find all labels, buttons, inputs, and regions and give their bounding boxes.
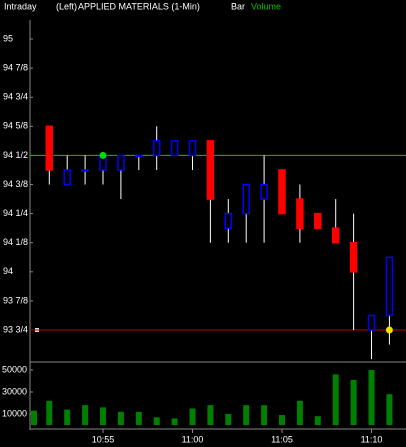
volume-bar — [350, 379, 357, 425]
y-tick-label: 94 1/8 — [3, 237, 28, 247]
volume-bar — [189, 408, 196, 425]
volume-tick-label: 50000 — [2, 364, 27, 374]
volume-bar — [279, 415, 285, 425]
y-tick-label: 94 3/8 — [3, 179, 28, 189]
up-body — [224, 212, 233, 229]
volume-bar — [46, 400, 53, 425]
volume-bar — [207, 405, 214, 425]
x-tick-label: 11:05 — [271, 434, 293, 444]
x-tick-label: 11:00 — [182, 434, 204, 444]
volume-bar — [243, 405, 250, 425]
volume-bar — [117, 411, 124, 425]
y-tick-label: 93 3/4 — [3, 324, 28, 334]
up-body — [63, 169, 71, 186]
up-body — [367, 314, 376, 331]
up-body — [242, 183, 250, 215]
volume-bar — [171, 418, 178, 425]
volume-bar — [153, 417, 160, 425]
y-tick-label: 94 — [3, 266, 13, 276]
study-label: Volume — [251, 1, 281, 11]
style-label: Bar — [231, 1, 245, 11]
up-body — [135, 154, 143, 158]
volume-bar — [386, 394, 393, 425]
down-body — [296, 198, 304, 229]
y-tick-label: 94 5/8 — [3, 121, 28, 131]
down-body — [206, 140, 215, 200]
chart-title: APPLIED MATERIALS (1-Min) — [78, 1, 200, 11]
volume-bar — [100, 407, 106, 425]
down-body — [314, 212, 322, 229]
y-tick-label: 94 3/4 — [3, 92, 28, 102]
volume-bar — [261, 405, 268, 425]
x-tick-label: 10:55 — [92, 434, 115, 444]
y-tick-label: 94 7/8 — [3, 63, 28, 73]
marker-dot — [99, 151, 107, 159]
y-tick-label: 93 7/8 — [3, 295, 28, 305]
y-tick-label: 94 1/4 — [3, 208, 28, 218]
volume-tick-label: 30000 — [2, 386, 27, 396]
y-tick-label: 95 — [3, 33, 13, 43]
down-body — [45, 125, 54, 171]
up-body — [170, 140, 179, 157]
up-body — [385, 256, 394, 317]
up-body — [152, 140, 161, 157]
volume-bar — [82, 405, 89, 425]
volume-bar — [314, 416, 321, 425]
up-body — [117, 154, 125, 171]
y-tick-label: 94 1/2 — [3, 150, 28, 160]
volume-bar — [64, 409, 71, 425]
up-body — [188, 140, 197, 157]
side-label: (Left) — [56, 1, 77, 11]
volume-tick-label: 10000 — [2, 408, 27, 418]
volume-bar — [135, 411, 142, 425]
mode-label: Intraday — [4, 1, 37, 11]
volume-bar — [296, 400, 303, 425]
down-body — [331, 227, 340, 244]
marker-dot — [385, 326, 393, 334]
volume-bar — [332, 374, 339, 425]
x-tick-label: 11:10 — [361, 434, 383, 444]
volume-bar — [368, 370, 375, 425]
down-body — [278, 169, 286, 215]
up-body — [260, 183, 268, 200]
up-body — [81, 169, 89, 172]
volume-bar — [31, 410, 37, 425]
volume-bar — [225, 414, 232, 425]
down-body — [349, 241, 358, 273]
